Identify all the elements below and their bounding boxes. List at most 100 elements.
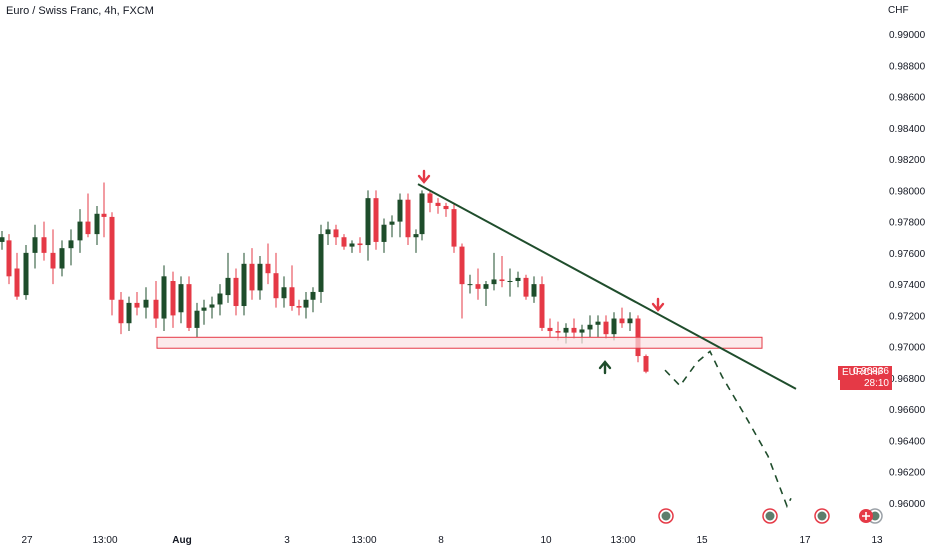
candle-body	[475, 284, 481, 289]
projection-path	[664, 350, 792, 509]
event-icon-dot	[817, 511, 827, 521]
bar-countdown: 28:10	[863, 378, 889, 389]
candle-body	[373, 198, 379, 242]
candle-body	[273, 273, 279, 299]
candle-body	[59, 248, 65, 269]
candle-body	[427, 193, 433, 203]
price-axis: 0.99000 0.98800 0.98600 0.98400 0.98200 0.980…	[889, 30, 926, 510]
candle-body	[587, 324, 593, 330]
y-tick-label: 0.98800	[889, 61, 926, 72]
y-tick-label: 0.96200	[889, 468, 926, 479]
candle-body	[265, 263, 271, 274]
candle-body	[143, 299, 149, 308]
y-tick-label: 0.97400	[889, 280, 926, 291]
y-tick-label: 0.98400	[889, 124, 926, 135]
candle-body	[539, 284, 545, 328]
chart-title: Euro / Swiss Franc, 4h, FXCM	[6, 5, 154, 17]
arrow-up-icon	[598, 360, 612, 375]
candle-body	[233, 277, 239, 307]
plus-icon	[862, 512, 870, 520]
x-tick-label: 8	[438, 535, 444, 546]
y-tick-label: 0.96600	[889, 405, 926, 416]
candle-body	[397, 199, 403, 222]
arrow-down-icon	[417, 169, 431, 184]
candle-body	[101, 213, 107, 217]
candle-body	[507, 281, 513, 283]
y-tick-label: 0.97200	[889, 311, 926, 322]
time-axis: 27 13:00 Aug 3 13:00 8 10 13:00 15 17 13	[21, 535, 883, 546]
candle-body	[134, 302, 140, 308]
candle-body	[50, 252, 56, 269]
candle-body	[318, 234, 324, 292]
support-zone	[156, 336, 763, 349]
x-tick-label: 13:00	[351, 535, 376, 546]
candle-body	[555, 331, 561, 333]
event-icon-dot	[870, 511, 880, 521]
candle-body	[619, 318, 625, 324]
x-tick-label: 10	[540, 535, 552, 546]
y-tick-label: 0.98000	[889, 186, 926, 197]
candle-body	[41, 237, 47, 253]
candle-body	[303, 299, 309, 308]
x-tick-label: 13	[871, 535, 883, 546]
trendline	[417, 183, 797, 390]
symbol-label: EURCHF	[842, 367, 884, 378]
drawings-layer	[156, 169, 797, 509]
candle-body	[109, 216, 115, 300]
candle-body	[341, 237, 347, 247]
candle-body	[94, 213, 100, 235]
y-tick-label: 0.97600	[889, 249, 926, 260]
candle-body	[571, 327, 577, 333]
candle-body	[611, 318, 617, 335]
y-tick-label: 0.96000	[889, 499, 926, 510]
candle-body	[68, 240, 74, 249]
candle-body	[419, 193, 425, 235]
candle-body	[225, 277, 231, 296]
candle-body	[499, 279, 505, 282]
candle-body	[515, 277, 521, 282]
candle-body	[357, 243, 363, 246]
candle-body	[467, 284, 473, 286]
candle-body	[257, 263, 263, 291]
candle-body	[595, 321, 601, 325]
candle-body	[365, 198, 371, 246]
currency-label: CHF	[888, 5, 909, 16]
candle-body	[603, 321, 609, 335]
candle-body	[349, 243, 355, 247]
candle-body	[194, 310, 200, 328]
candle-body	[491, 279, 497, 285]
candle-body	[77, 221, 83, 241]
candle-body	[178, 284, 184, 313]
candle-body	[209, 304, 215, 308]
candle-body	[483, 284, 489, 289]
candle-body	[217, 293, 223, 305]
x-tick-label: 13:00	[610, 535, 635, 546]
event-icon-dot	[765, 511, 775, 521]
candle-body	[627, 318, 633, 324]
x-tick-label: 13:00	[92, 535, 117, 546]
candle-body	[443, 205, 449, 210]
candle-body	[281, 287, 287, 299]
event-markers	[658, 508, 883, 524]
candle-body	[118, 299, 124, 324]
candle-body	[579, 329, 585, 333]
arrow-down-icon	[651, 297, 665, 312]
candle-body	[333, 229, 339, 238]
candle-body	[201, 307, 207, 311]
y-tick-label: 0.96400	[889, 436, 926, 447]
candle-body	[85, 221, 91, 235]
candle-body	[451, 209, 457, 247]
y-tick-label: 0.96800	[889, 374, 926, 385]
x-tick-label: 17	[799, 535, 811, 546]
last-price-tag: EURCHF 0.96836 28:10	[840, 366, 892, 390]
x-tick-label: 15	[696, 535, 708, 546]
candle-body	[14, 268, 20, 297]
y-tick-label: 0.99000	[889, 30, 926, 41]
candle-body	[413, 234, 419, 238]
candle-body	[531, 284, 537, 297]
last-price-value: 0.96836	[852, 366, 889, 377]
candle-body	[435, 202, 441, 206]
candle-body	[32, 237, 38, 253]
candle-body	[186, 284, 192, 328]
